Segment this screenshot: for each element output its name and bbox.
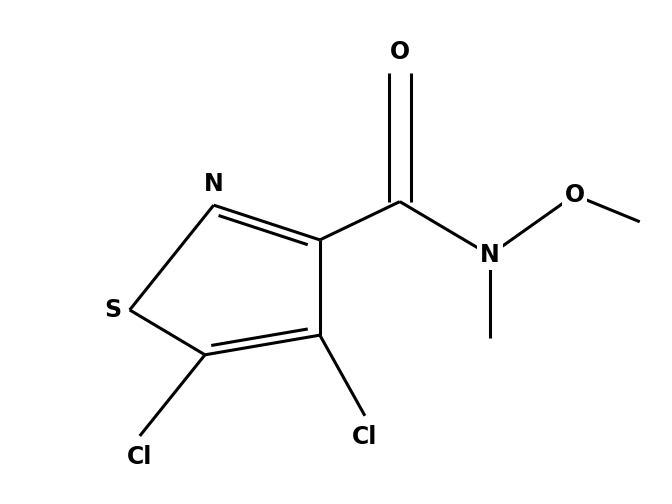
Text: O: O	[564, 183, 585, 207]
Text: N: N	[204, 172, 224, 196]
Text: Cl: Cl	[127, 445, 153, 469]
Text: N: N	[480, 243, 500, 267]
Text: S: S	[104, 298, 121, 322]
Text: Cl: Cl	[352, 425, 378, 449]
Text: O: O	[390, 40, 410, 64]
